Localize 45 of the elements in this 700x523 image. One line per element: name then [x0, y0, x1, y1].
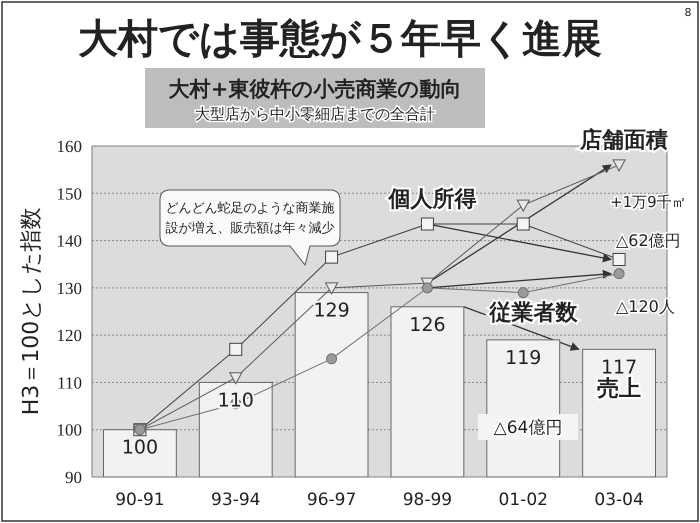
- point: [614, 268, 625, 280]
- x-tick-label: 98-99: [402, 490, 452, 510]
- y-tick-label: 110: [57, 373, 82, 392]
- x-tick-label: 93-94: [211, 490, 260, 510]
- text: 8: [684, 6, 692, 19]
- annotation: +1万9千㎡: [610, 193, 687, 211]
- point: [325, 282, 338, 294]
- annotation: △120人: [616, 297, 675, 316]
- series-label: 従業者数: [488, 300, 578, 326]
- series-label: 個人所得: [387, 187, 476, 212]
- y-tick-label: 160: [56, 137, 82, 156]
- point: [612, 159, 626, 172]
- point: [229, 342, 242, 356]
- point: [420, 218, 434, 231]
- value-label: 126: [409, 314, 446, 336]
- annotation: △64億円: [494, 418, 562, 438]
- y-tick-label: 130: [56, 278, 82, 298]
- x-tick-label: 03-04: [594, 490, 644, 510]
- value-label: 119: [505, 346, 542, 369]
- point: [516, 200, 530, 212]
- x-tick-label: 01-02: [498, 490, 548, 510]
- series-label: 売上: [597, 376, 642, 402]
- point: [422, 282, 433, 294]
- text: 大型店から中小零細店までの全合計: [195, 105, 435, 123]
- y-tick-label: 150: [56, 184, 82, 204]
- series-label: 店舗面積: [579, 126, 668, 153]
- annotation: どんどん蛇足のような商業施設が増え、販売額は年々減少: [166, 201, 334, 236]
- x-tick-label: 96-97: [306, 490, 356, 510]
- point: [229, 372, 242, 384]
- point: [612, 252, 626, 266]
- value-label: 100: [122, 436, 158, 459]
- value-label: 117: [600, 356, 638, 378]
- point: [516, 218, 530, 231]
- point: [325, 250, 338, 264]
- chart-subtitle: 大村+東彼杵の小売商業の動向: [168, 77, 462, 101]
- y-tick-label: 100: [56, 420, 82, 440]
- point: [326, 353, 338, 364]
- y-tick-label: 140: [56, 232, 82, 251]
- y-axis-title: H3＝100とした指数: [19, 208, 44, 416]
- chart-title: 大村では事態が５年早く進展: [78, 16, 602, 62]
- y-tick-label: 120: [56, 326, 82, 346]
- value-label: 129: [313, 300, 350, 322]
- x-tick-label: 90-91: [115, 490, 165, 510]
- point: [518, 287, 529, 298]
- y-tick-label: 90: [65, 468, 82, 487]
